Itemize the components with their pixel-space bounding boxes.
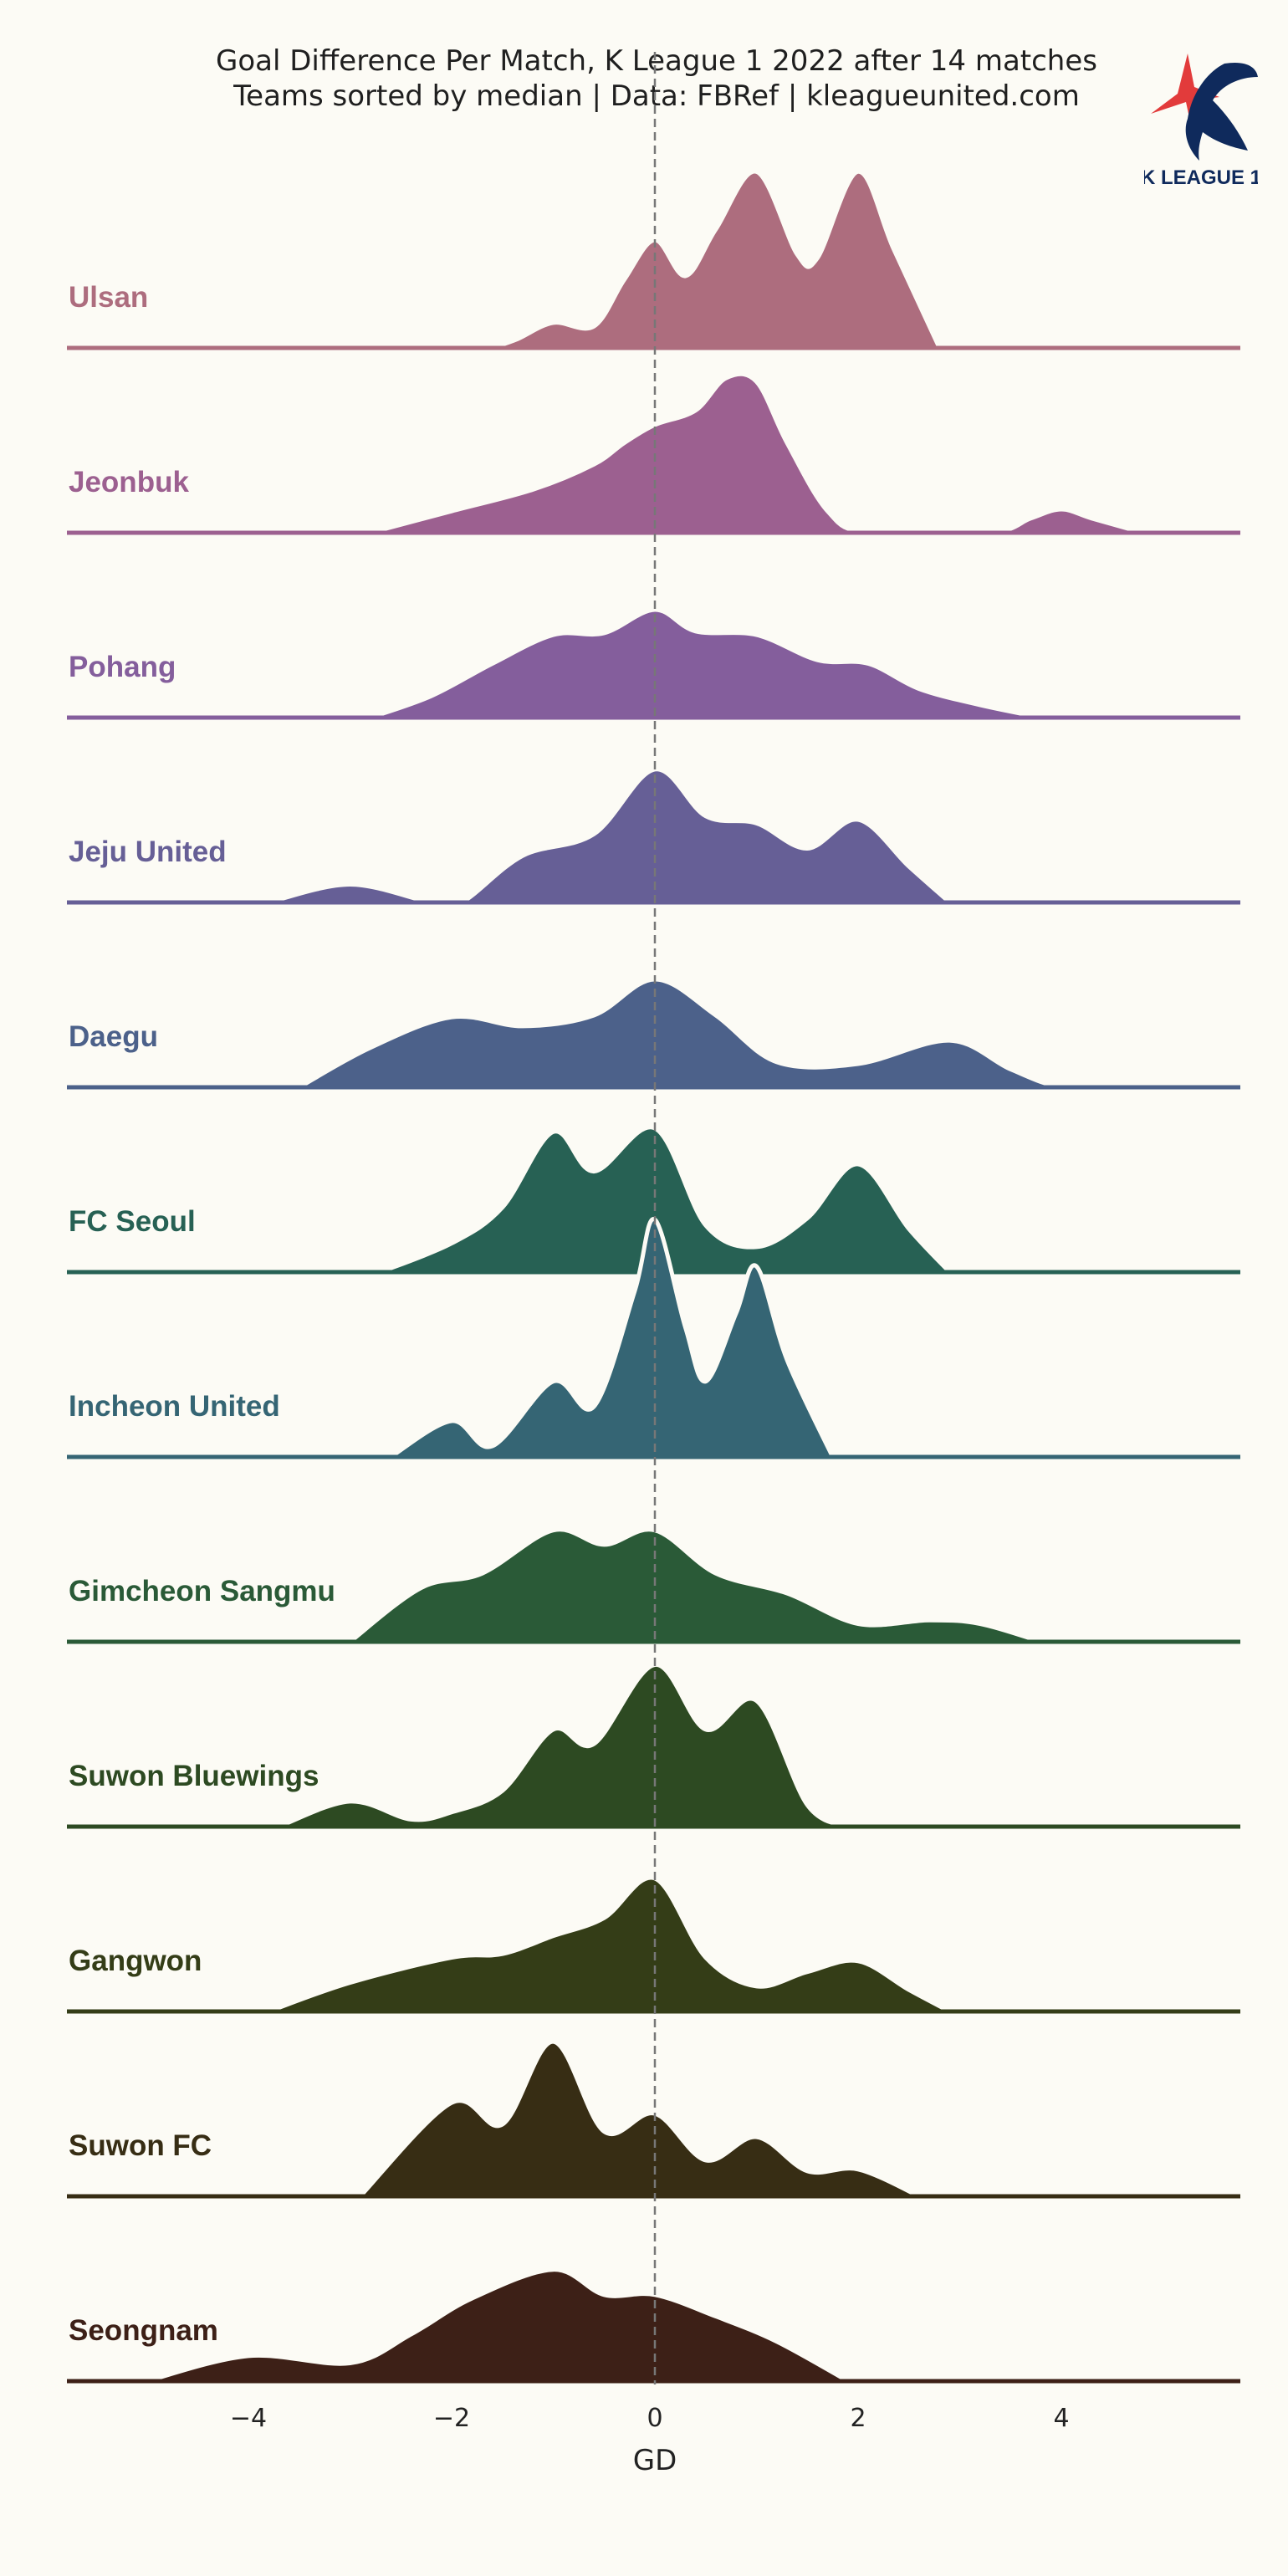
density-area-suwon-bluewings (64, 1663, 1243, 1829)
logo-navy-k-shape (1185, 62, 1258, 161)
density-area-daegu (64, 977, 1243, 1091)
x-axis-title: GD (633, 2444, 677, 2477)
x-tick-label: 2 (850, 2404, 866, 2433)
x-tick-label: −4 (230, 2404, 267, 2433)
x-axis: −4 −2 0 2 4 GD (230, 52, 1070, 2477)
team-label-jeonbuk: Jeonbuk (69, 466, 189, 498)
density-area-gimcheon-sangmu (64, 1527, 1243, 1644)
density-area-ulsan (64, 169, 1243, 350)
density-area-pohang (64, 607, 1243, 720)
ridge-suwon-bluewings (64, 1663, 1243, 1829)
density-area-jeju-united (64, 767, 1243, 909)
density-area-gangwon (64, 1875, 1243, 2014)
density-area-suwon-fc (64, 2039, 1243, 2199)
team-label-suwon-bluewings: Suwon Bluewings (69, 1760, 319, 1792)
logo-red-star-shape (1151, 54, 1219, 125)
ridge-gangwon (64, 1875, 1243, 2014)
density-area-seongnam (64, 2267, 1243, 2384)
team-label-fc-seoul: FC Seoul (69, 1205, 196, 1238)
ridge-jeonbuk (64, 371, 1243, 538)
k-league-1-logo: K LEAGUE 1 (1144, 54, 1258, 187)
density-area-jeonbuk (64, 371, 1243, 538)
team-label-incheon-united: Incheon United (69, 1390, 280, 1423)
logo-text: K LEAGUE 1 (1144, 166, 1258, 187)
team-labels-group: Ulsan Jeonbuk Pohang Jeju United Daegu FC Seo… (69, 281, 335, 2347)
ridge-suwon-fc (64, 2039, 1243, 2199)
team-label-gangwon: Gangwon (69, 1945, 202, 1977)
team-label-gimcheon-sangmu: Gimcheon Sangmu (69, 1575, 335, 1607)
ridge-jeju-united (64, 767, 1243, 909)
team-label-daegu: Daegu (69, 1020, 158, 1053)
ridge-seongnam (64, 2267, 1243, 2384)
x-tick-label: −2 (433, 2404, 470, 2433)
team-label-suwon-fc: Suwon FC (69, 2129, 212, 2162)
chart-title-block: Goal Difference Per Match, K League 1 20… (0, 43, 1288, 114)
chart-title: Goal Difference Per Match, K League 1 20… (216, 44, 1097, 78)
team-label-ulsan: Ulsan (69, 281, 148, 314)
ridge-ulsan (64, 169, 1243, 350)
x-tick-label: 0 (647, 2404, 662, 2433)
ridge-daegu (64, 977, 1243, 1091)
team-label-pohang: Pohang (69, 651, 176, 683)
density-area-fc-seoul (64, 1125, 1243, 1275)
ridge-pohang (64, 607, 1243, 720)
x-tick-label: 4 (1053, 2404, 1069, 2433)
team-label-seongnam: Seongnam (69, 2314, 218, 2347)
team-label-jeju-united: Jeju United (69, 836, 227, 868)
ridge-gimcheon-sangmu (64, 1527, 1243, 1644)
ridges-group (64, 169, 1243, 2384)
chart-subtitle: Teams sorted by median | Data: FBRef | k… (233, 79, 1080, 113)
